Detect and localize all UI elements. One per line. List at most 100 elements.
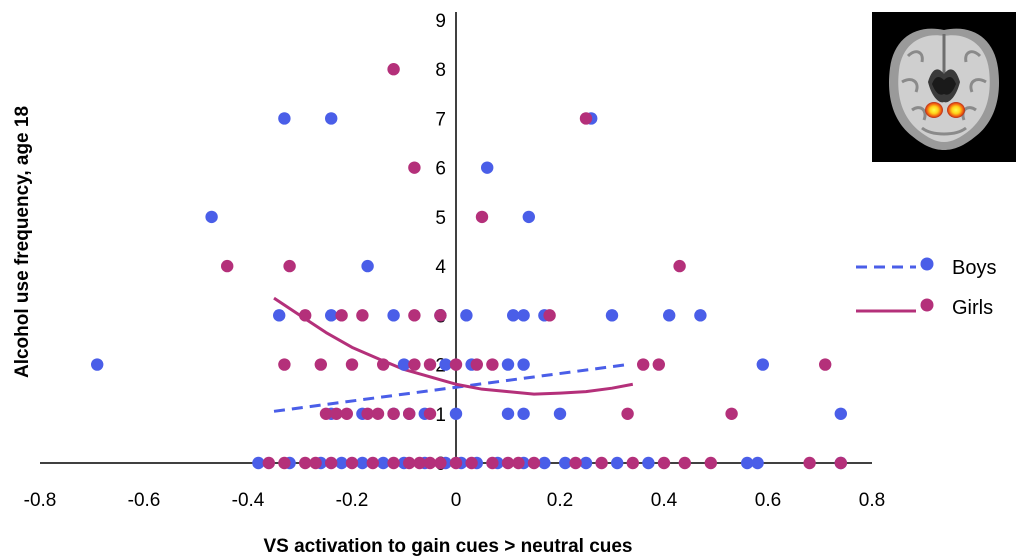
data-point-boys [439,358,452,371]
data-point-girls [819,358,832,371]
data-point-boys [517,309,530,322]
data-point-girls [345,456,359,470]
axes [40,12,872,464]
data-point-boys [507,309,520,322]
data-point-girls [408,309,421,322]
data-point-boys [559,456,572,470]
data-point-girls [637,358,650,371]
legend-item-girls: Girls [856,297,993,319]
data-point-girls [652,358,665,371]
data-point-girls [361,407,374,420]
data-point-girls [470,358,483,371]
data-point-boys [642,456,655,470]
data-point-boys [273,309,286,322]
x-tick-label: -0.4 [232,490,265,511]
legend-label-boys: Boys [952,257,996,279]
data-point-girls [371,407,385,420]
data-point-boys [356,456,369,470]
x-tick-label: -0.8 [24,490,57,511]
data-point-boys [605,309,619,322]
data-point-girls [387,407,400,420]
data-point-girls [299,456,312,470]
data-point-boys [361,259,374,273]
data-point-boys [335,456,348,470]
data-point-boys [834,407,847,420]
data-point-girls [449,358,463,371]
data-point-boys [553,407,567,420]
data-point-girls [486,358,499,371]
data-points [91,63,847,470]
data-point-girls [325,456,338,470]
data-point-girls [408,161,421,174]
legend: Boys Girls [856,257,996,319]
data-point-boys [91,358,104,371]
data-point-girls [434,456,447,470]
x-tick-label: 0.2 [547,490,573,511]
data-point-boys [325,309,338,322]
data-point-girls [377,358,390,371]
data-point-boys [538,456,551,470]
data-point-boys [741,456,754,470]
data-point-boys [278,112,291,125]
data-point-girls [423,456,437,470]
y-tick-label: 5 [435,208,446,229]
data-point-girls [278,456,291,470]
data-point-girls [579,112,593,125]
data-point-boys [481,161,494,174]
data-point-boys [397,358,411,371]
data-point-boys [377,456,390,470]
y-tick-label: 4 [435,257,446,278]
data-point-boys [756,358,769,371]
data-point-boys [663,309,676,322]
brain-scan-icon [872,12,1016,162]
data-point-girls [475,210,489,224]
data-point-girls [725,407,738,420]
y-axis-title: Alcohol use frequency, age 18 [12,106,33,378]
data-point-girls [413,456,426,470]
data-point-girls [283,259,296,273]
y-tick-labels: 0123456789 [435,11,446,475]
data-point-boys [694,309,707,322]
data-point-boys [325,112,338,125]
trendline-girls [273,296,634,396]
data-point-girls [569,456,582,470]
data-point-girls [434,309,447,322]
y-tick-label: 9 [435,11,446,32]
x-tick-label: -0.2 [336,490,369,511]
data-point-girls [314,358,327,371]
y-tick-label: 1 [435,405,446,426]
x-tick-label: -0.6 [128,490,161,511]
data-point-girls [340,407,353,420]
legend-item-boys: Boys [856,257,996,279]
data-point-boys [449,407,463,420]
data-point-girls [803,456,816,470]
data-point-boys [252,456,265,470]
data-point-girls [408,358,421,371]
y-tick-label: 6 [435,159,446,180]
x-axis-title: VS activation to gain cues > neutral cue… [263,536,632,557]
data-point-girls [319,407,333,420]
data-point-girls [278,358,291,371]
data-point-girls [595,456,608,470]
x-tick-labels: -0.8 -0.6 -0.4 -0.2 0 0.2 0.4 0.6 0.8 [24,490,886,511]
legend-marker-girls [920,298,934,312]
data-point-girls [657,456,671,470]
data-point-girls [262,456,275,470]
legend-marker-boys [920,257,934,271]
data-point-boys [205,210,218,224]
data-point-girls [486,456,499,470]
data-point-girls [423,358,437,371]
data-point-boys [517,358,530,371]
data-point-girls [387,456,400,470]
x-tick-label: 0 [451,490,462,511]
data-point-girls [356,309,369,322]
data-point-boys [460,309,473,322]
data-point-girls [626,456,639,470]
data-point-girls [221,259,234,273]
data-point-boys [387,309,400,322]
legend-label-girls: Girls [952,297,993,319]
data-point-girls [366,456,379,470]
data-point-boys [579,456,593,470]
data-point-boys [751,456,764,470]
